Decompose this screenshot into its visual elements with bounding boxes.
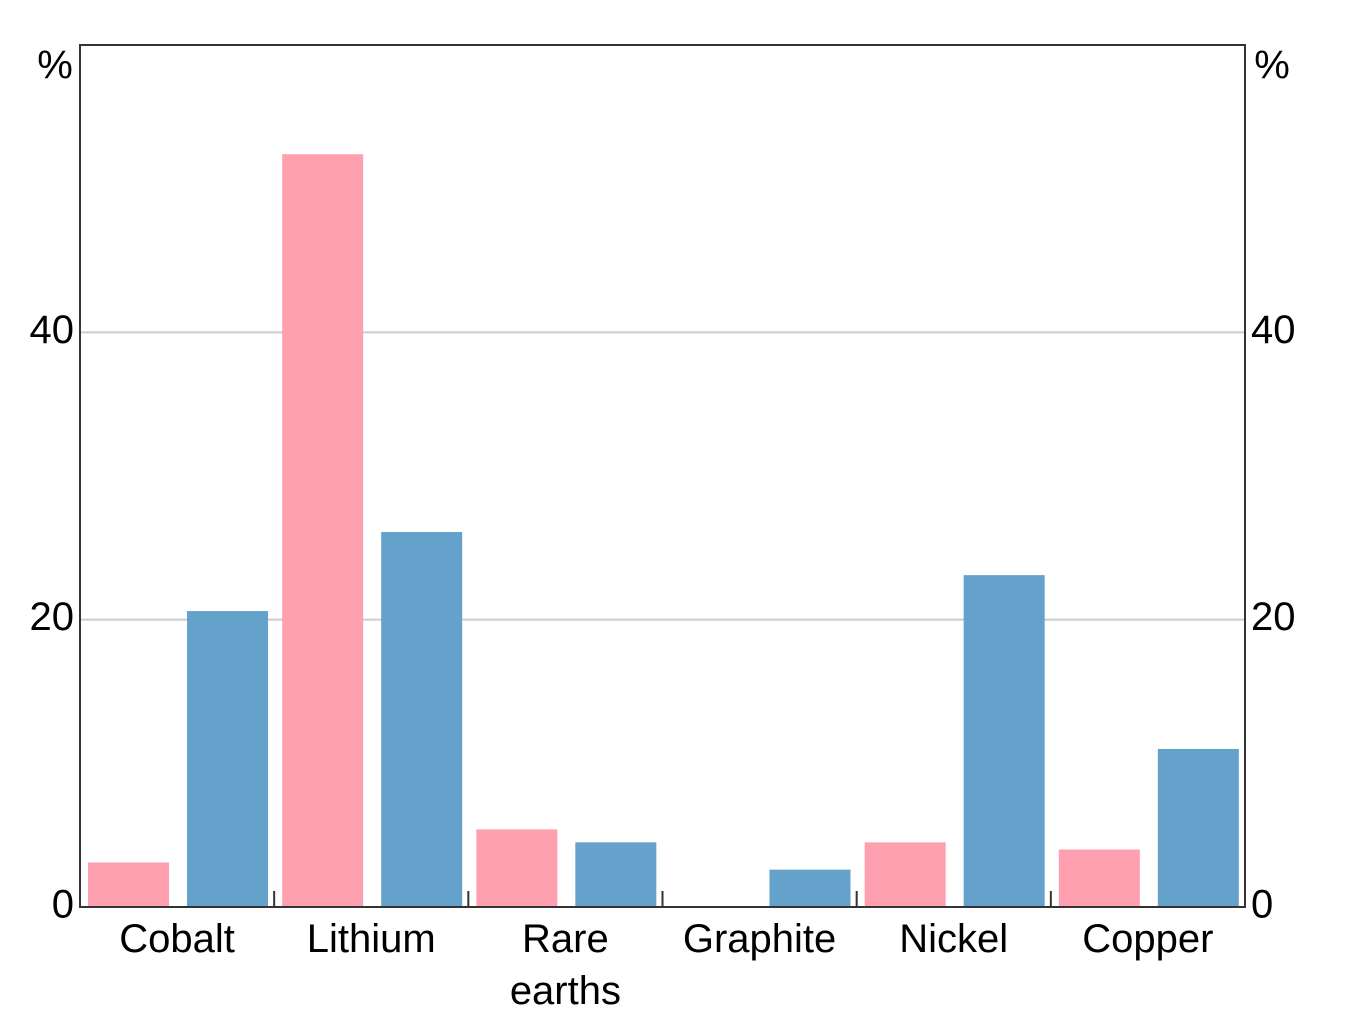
bar: [476, 829, 558, 907]
x-tick-label: Graphite: [682, 917, 837, 961]
bar: [1058, 849, 1140, 907]
x-tick-label: Lithium: [306, 917, 436, 961]
y2-unit: %: [1254, 44, 1290, 88]
bar: [575, 842, 657, 907]
x-tick-label: Rare earths: [509, 917, 621, 1013]
y2-tick-label: 20: [1251, 595, 1296, 639]
y2-tick-label: 40: [1251, 308, 1296, 352]
bar: [864, 842, 946, 907]
bar: [88, 862, 169, 907]
y-tick-label: 0: [52, 883, 74, 927]
y2-tick-label: 0: [1251, 883, 1273, 927]
y-tick-label: 40: [30, 308, 75, 352]
bar: [187, 611, 268, 907]
y-tick-label: 20: [30, 595, 75, 639]
bar: [1157, 748, 1239, 907]
x-tick-label: Copper: [1082, 917, 1214, 961]
y-unit: %: [37, 44, 73, 88]
x-tick-label: Nickel: [899, 917, 1009, 961]
bar: [282, 154, 364, 908]
bar: [769, 869, 851, 907]
x-tick-label: Cobalt: [119, 917, 235, 961]
bar: [381, 532, 463, 907]
bar: [963, 575, 1045, 907]
